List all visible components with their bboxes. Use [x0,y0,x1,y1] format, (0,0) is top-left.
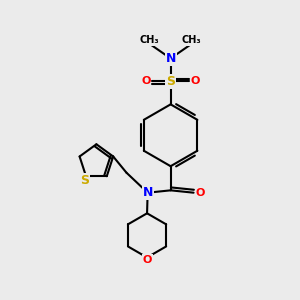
Text: CH₃: CH₃ [140,35,159,45]
Text: N: N [142,186,153,199]
Text: O: O [196,188,205,198]
Text: S: S [80,174,89,187]
Text: N: N [165,52,176,65]
Text: O: O [191,76,200,86]
Text: S: S [166,75,175,88]
Text: CH₃: CH₃ [182,35,202,45]
Text: O: O [142,255,152,265]
Text: O: O [141,76,151,86]
